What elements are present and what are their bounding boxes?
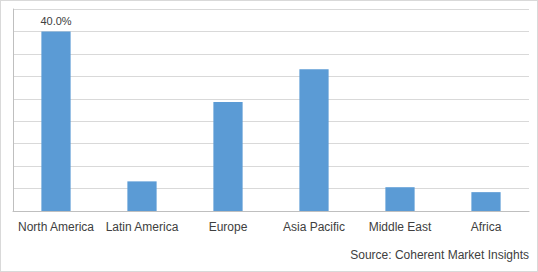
svg-text:40.0%: 40.0%: [40, 15, 71, 27]
svg-text:Asia Pacific: Asia Pacific: [283, 220, 345, 234]
svg-text:Europe: Europe: [209, 220, 248, 234]
svg-text:North America: North America: [18, 220, 94, 234]
svg-text:Africa: Africa: [471, 220, 502, 234]
svg-text:Latin America: Latin America: [106, 220, 179, 234]
svg-text:Source: Coherent Market Insigh: Source: Coherent Market Insights: [350, 248, 529, 262]
svg-text:Middle East: Middle East: [369, 220, 432, 234]
